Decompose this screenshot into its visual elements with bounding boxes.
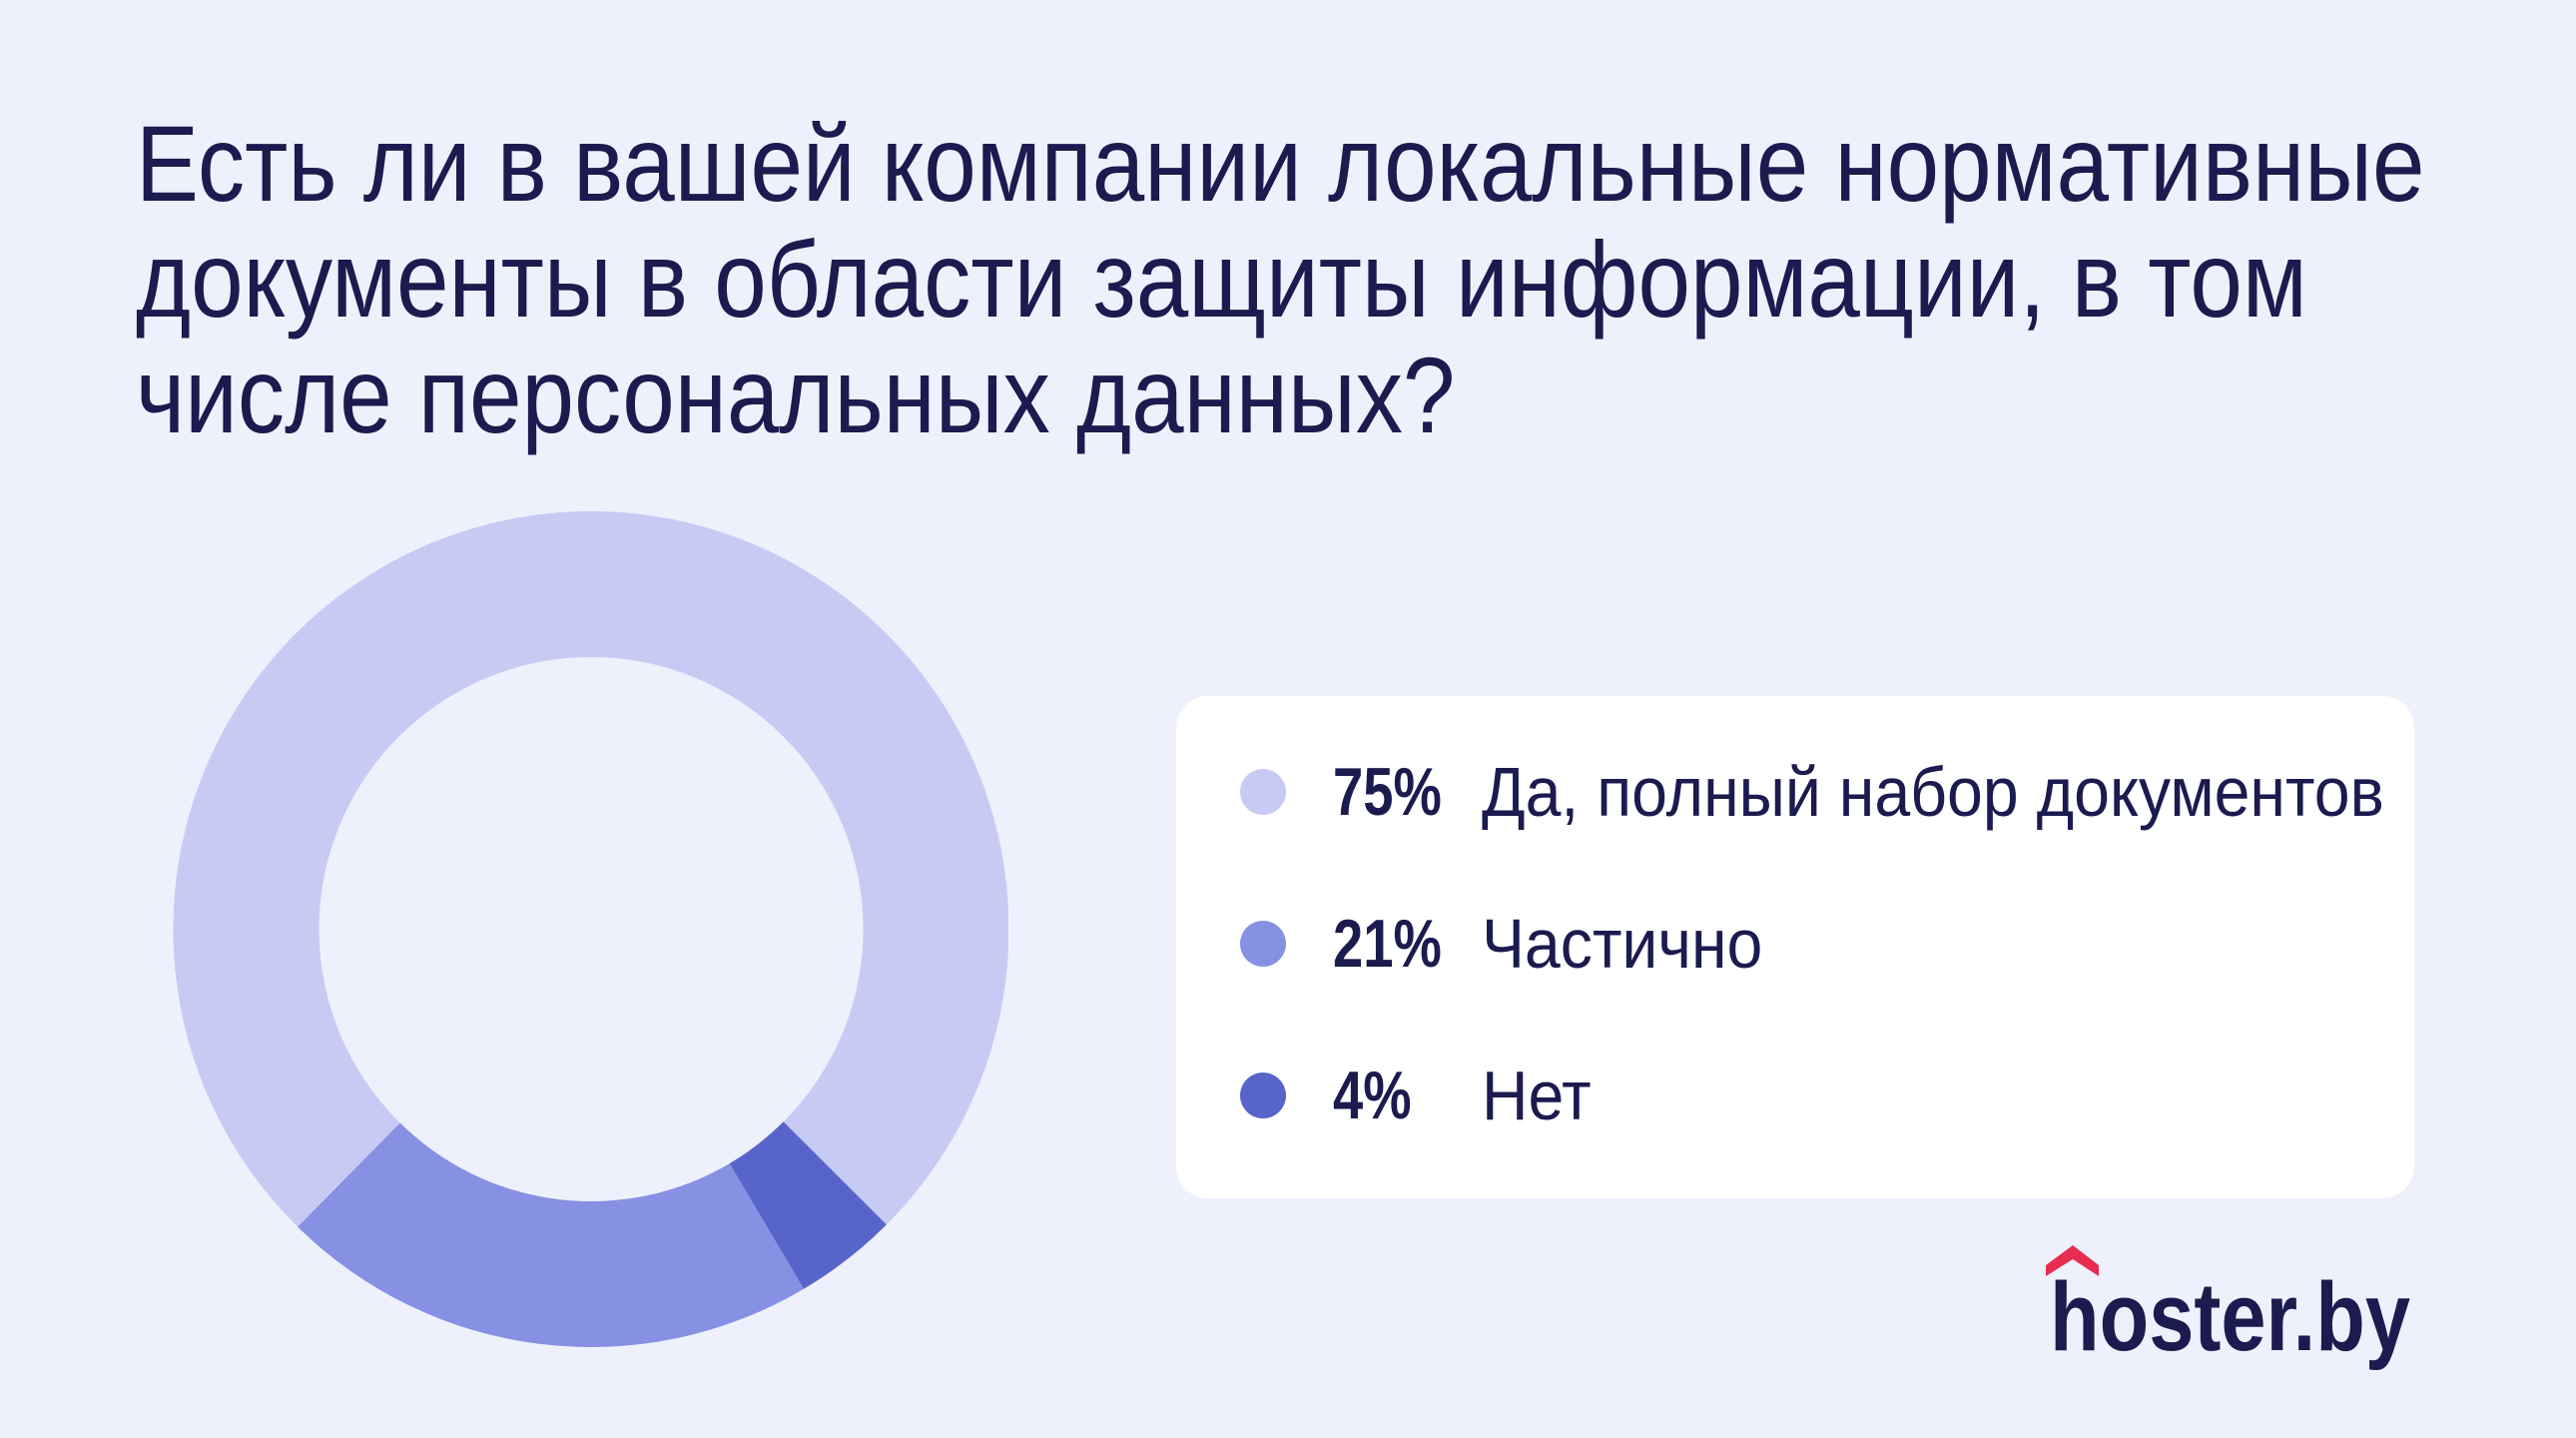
svg-text:hoster.by: hoster.by [2050,1262,2410,1371]
